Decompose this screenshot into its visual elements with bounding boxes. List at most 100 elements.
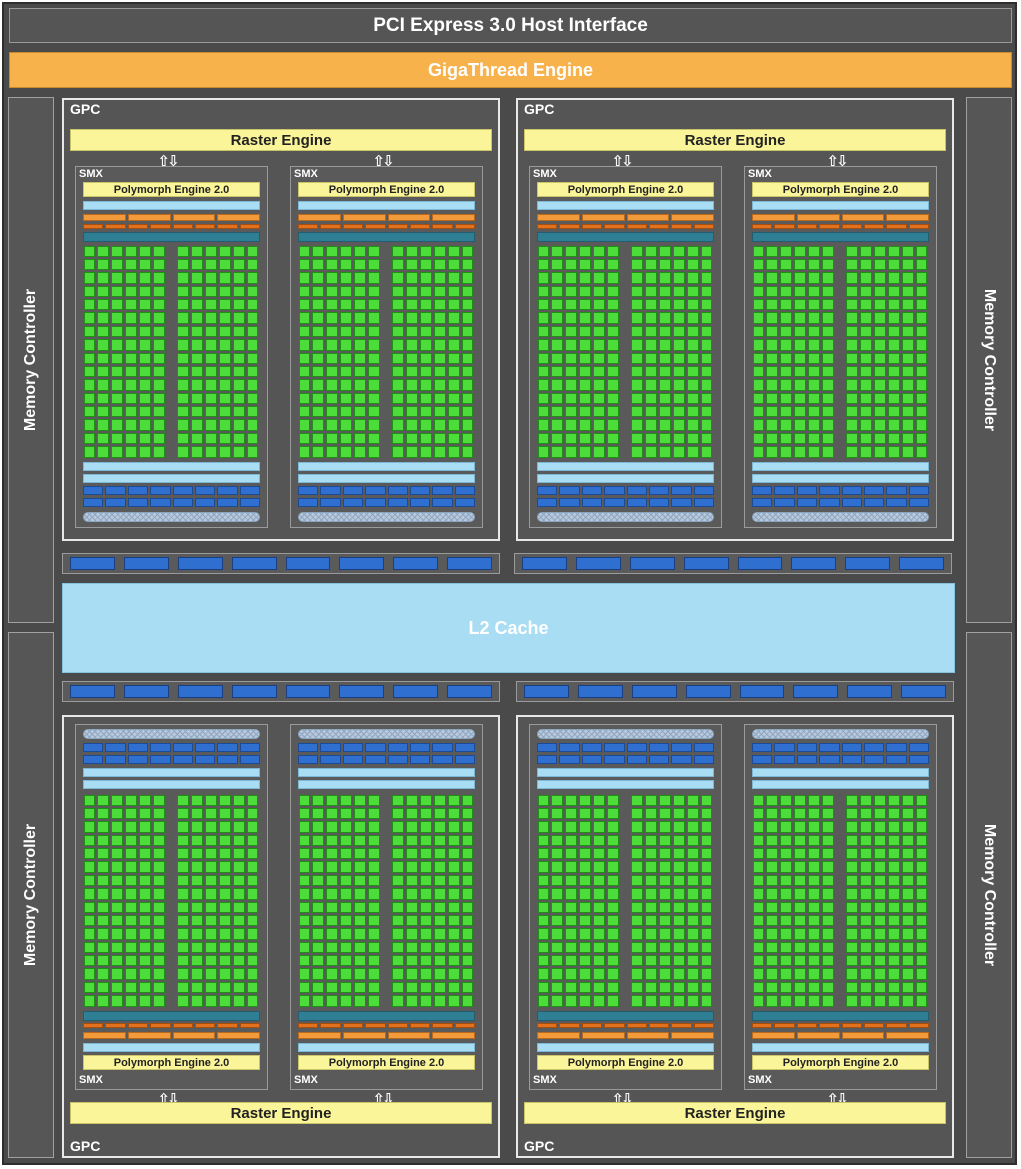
cuda-core — [686, 258, 699, 271]
cuda-core — [794, 794, 807, 806]
cuda-core — [794, 406, 807, 418]
dispatch-unit — [454, 1023, 475, 1028]
cuda-core — [125, 968, 138, 980]
cuda-core — [447, 794, 460, 806]
cuda-core — [686, 928, 699, 940]
texture-unit — [320, 743, 341, 752]
cuda-core — [246, 928, 259, 940]
register-file — [752, 232, 929, 242]
warp-scheduler — [342, 1032, 386, 1039]
cuda-core — [340, 901, 353, 913]
cuda-core — [111, 325, 124, 338]
cuda-core — [419, 968, 432, 980]
cuda-core — [218, 901, 231, 913]
cuda-core — [461, 914, 474, 927]
cuda-core — [607, 848, 619, 860]
cuda-core — [218, 848, 231, 860]
cuda-core — [368, 272, 380, 284]
cuda-core — [780, 392, 793, 404]
cuda-core — [125, 914, 138, 927]
texture-unit — [819, 486, 840, 495]
cuda-core — [752, 258, 765, 271]
cuda-core — [766, 981, 779, 994]
texture-unit — [342, 498, 364, 507]
cuda-core — [139, 861, 152, 873]
cuda-core — [631, 888, 643, 900]
cuda-core — [915, 339, 928, 351]
cuda-core — [846, 928, 858, 940]
cuda-core — [139, 914, 152, 927]
cuda-core — [461, 285, 474, 297]
cuda-core — [433, 821, 446, 833]
cuda-core — [298, 272, 311, 284]
instruction-cache — [83, 1043, 260, 1052]
cuda-core — [644, 432, 657, 445]
texture-unit — [796, 755, 818, 764]
cuda-core — [97, 446, 110, 458]
cuda-core — [915, 446, 928, 458]
cuda-core — [579, 981, 592, 994]
smx-label: SMX — [294, 168, 318, 180]
texture-unit — [559, 755, 580, 764]
cuda-core — [593, 352, 606, 364]
cuda-core — [537, 299, 550, 311]
cuda-core — [607, 379, 619, 391]
texture-unit — [365, 498, 386, 507]
texture-unit — [217, 486, 238, 495]
cuda-core — [392, 901, 404, 913]
cuda-core — [808, 365, 821, 378]
cuda-core — [644, 365, 657, 378]
cuda-core — [312, 928, 325, 940]
cuda-core — [752, 941, 765, 953]
warp-scheduler — [886, 214, 929, 221]
cuda-core — [551, 968, 564, 980]
memory-block — [737, 557, 783, 570]
cuda-core — [246, 406, 259, 418]
cuda-core — [354, 285, 367, 297]
texture-unit — [387, 743, 408, 752]
dispatch-unit — [886, 1023, 907, 1028]
memory-block — [447, 685, 492, 698]
cuda-core — [700, 352, 713, 364]
cuda-core — [177, 285, 189, 297]
cuda-core — [901, 928, 914, 940]
cuda-core — [139, 379, 152, 391]
cuda-core — [419, 848, 432, 860]
cuda-core — [111, 312, 124, 324]
cuda-core — [433, 258, 446, 271]
texture-unit — [819, 755, 840, 764]
cuda-core — [537, 365, 550, 378]
cuda-core — [368, 861, 380, 873]
cuda-core — [808, 299, 821, 311]
cuda-core — [97, 406, 110, 418]
cuda-core — [565, 258, 578, 271]
cuda-core — [232, 432, 245, 445]
cuda-core — [607, 352, 619, 364]
polymorph-engine: Polymorph Engine 2.0 — [752, 1055, 929, 1070]
cuda-core — [700, 379, 713, 391]
texture-unit — [537, 755, 558, 764]
cuda-core — [631, 807, 643, 820]
memory-block — [901, 685, 946, 698]
cuda-core — [752, 245, 765, 257]
cuda-core — [915, 928, 928, 940]
cuda-core — [111, 432, 124, 445]
memory-block — [629, 557, 675, 570]
cuda-core — [794, 807, 807, 820]
warp-scheduler — [841, 214, 885, 221]
cuda-core — [218, 312, 231, 324]
smx-label-label: SMX — [533, 168, 557, 180]
cuda-core — [686, 446, 699, 458]
cuda-core — [461, 928, 474, 940]
cuda-core — [859, 821, 872, 833]
texture-unit — [172, 743, 193, 752]
cuda-core — [232, 901, 245, 913]
cuda-core — [607, 325, 619, 338]
cuda-core — [177, 955, 189, 967]
cuda-core — [392, 325, 404, 338]
texture-unit — [648, 498, 670, 507]
cuda-core — [190, 299, 203, 311]
cuda-core — [808, 888, 821, 900]
cuda-core — [461, 941, 474, 953]
cuda-core — [846, 392, 858, 404]
